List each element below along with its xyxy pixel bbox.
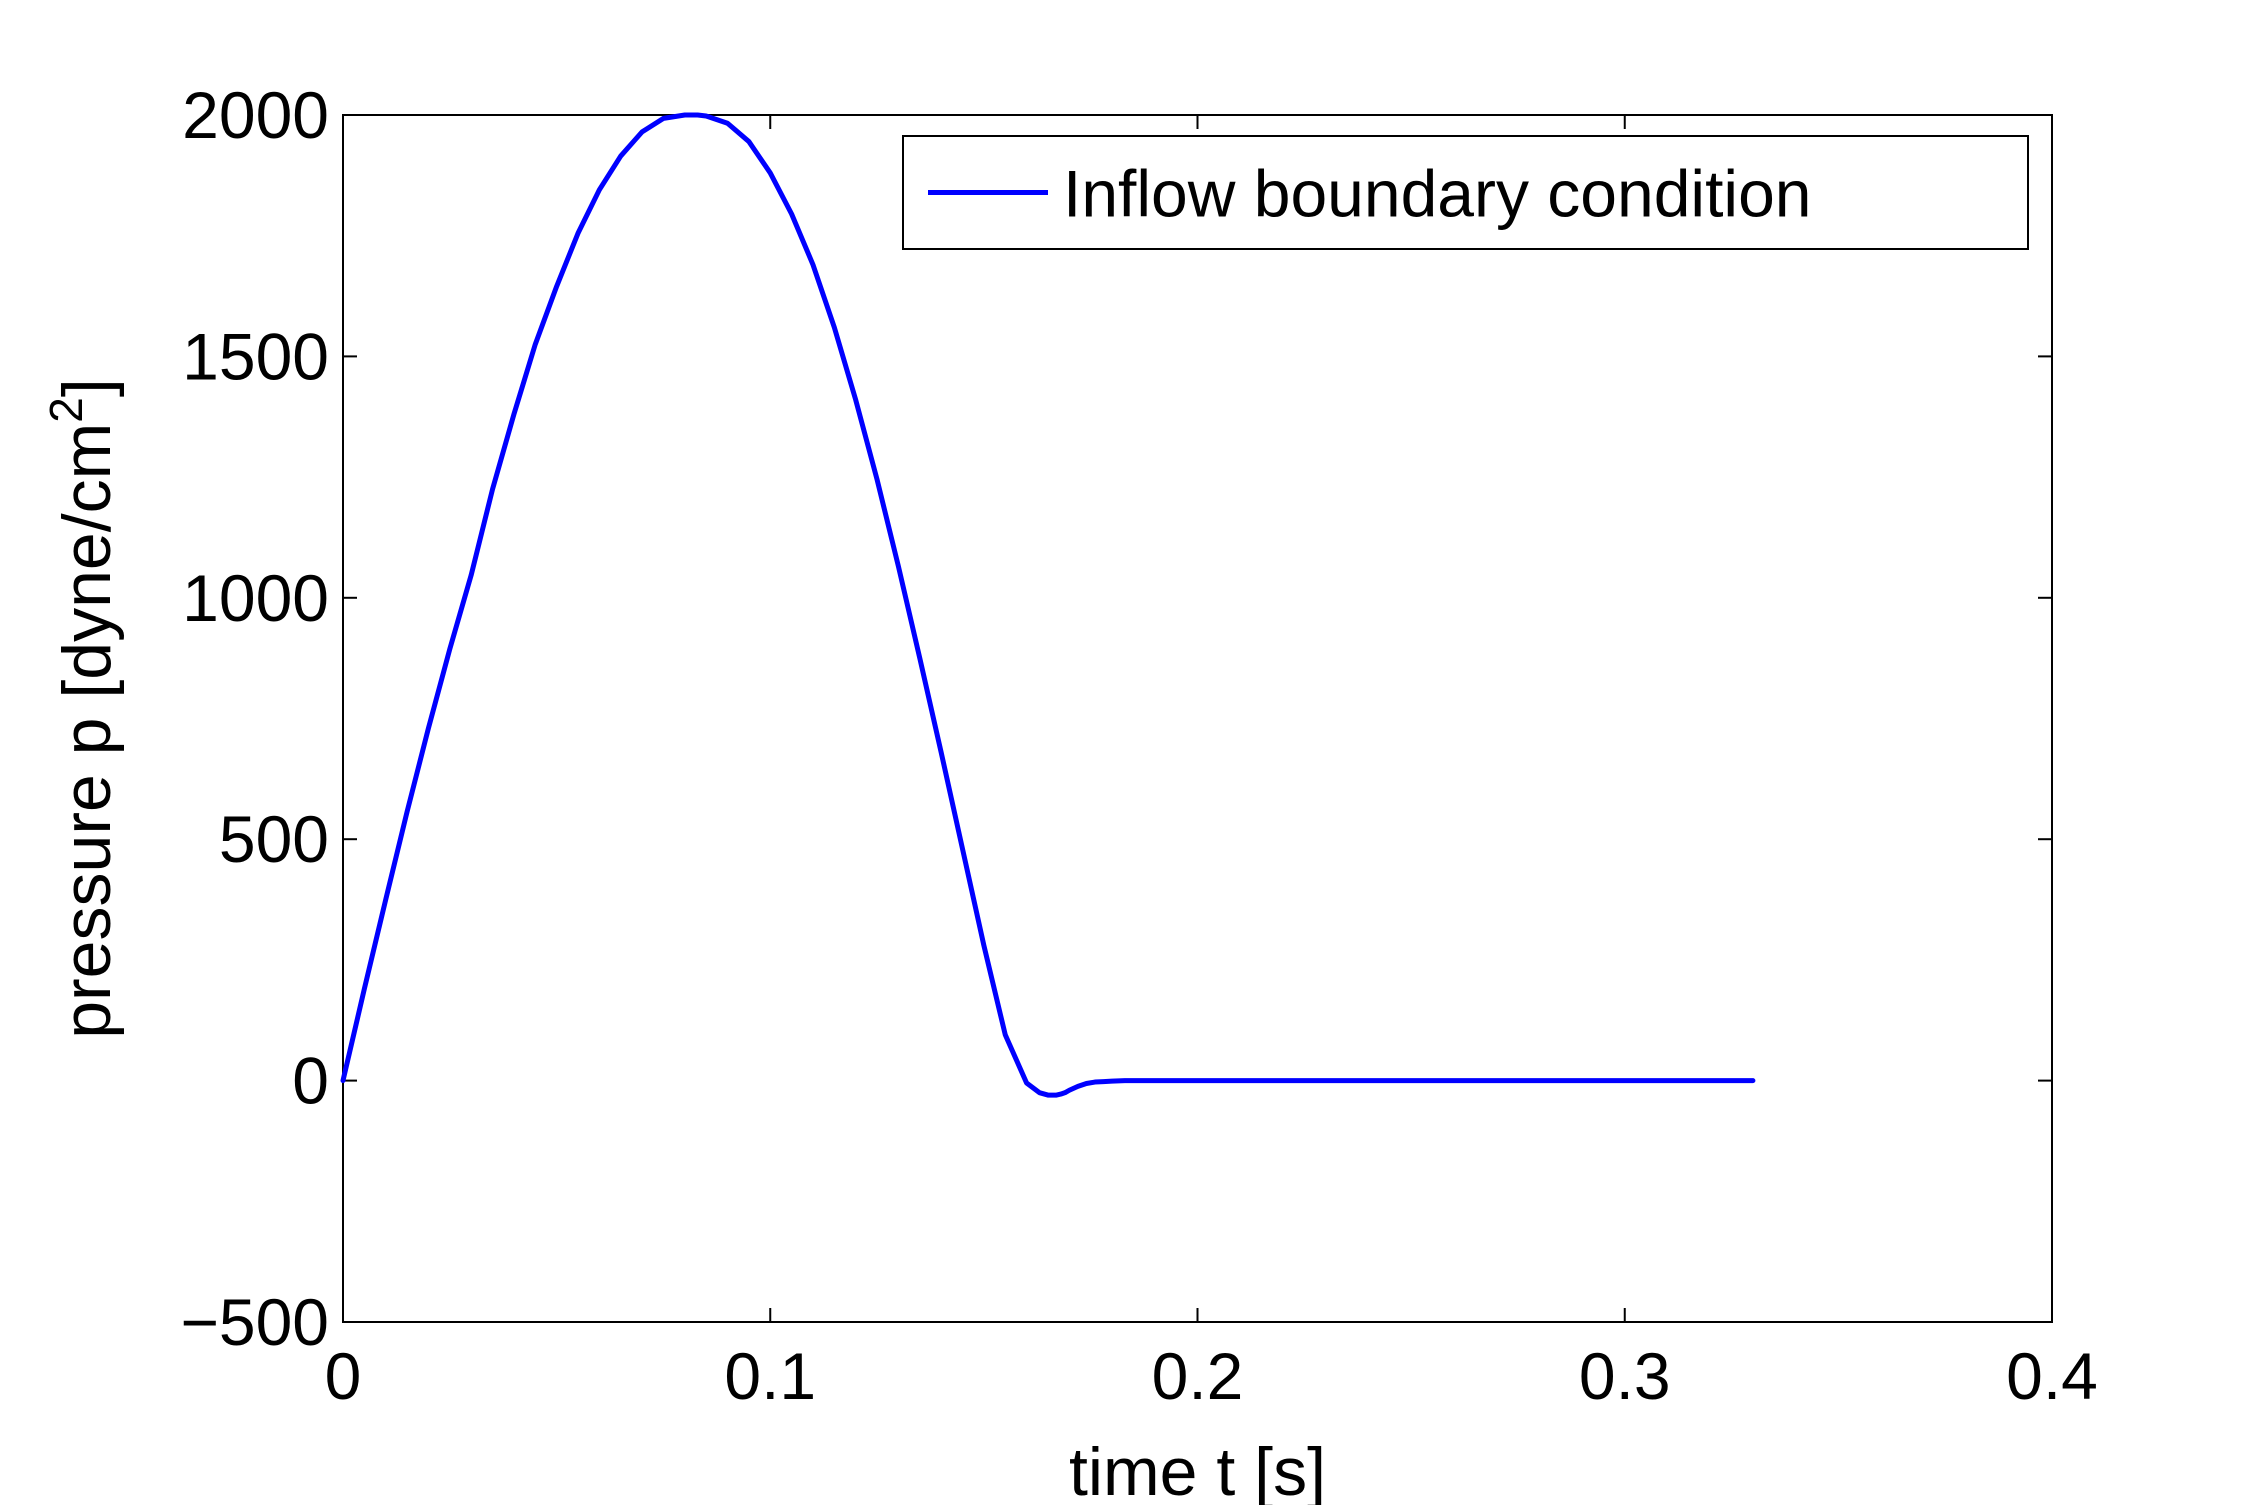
y-tick-label: 500	[219, 802, 329, 876]
y-tick-label: 0	[292, 1044, 329, 1118]
legend: Inflow boundary condition	[902, 135, 2029, 250]
y-axis-label-close: ]	[49, 378, 125, 397]
x-tick-label: 0.4	[2006, 1339, 2098, 1413]
y-axis-label-superscript: 2	[40, 397, 92, 423]
x-tick-label: 0.1	[724, 1339, 816, 1413]
y-axis-label: pressure p [dyne/cm2]	[40, 378, 125, 1039]
legend-box	[902, 135, 2029, 250]
axis-ticks	[342, 114, 2053, 1323]
x-tick-label: 0	[325, 1339, 362, 1413]
plot-area	[342, 114, 2053, 1323]
x-tick-label: 0.3	[1579, 1339, 1671, 1413]
legend-entry-label: Inflow boundary condition	[1063, 157, 1812, 231]
y-axis-label-main: pressure p [dyne/cm	[49, 423, 125, 1039]
x-tick-label: 0.2	[1152, 1339, 1244, 1413]
series-layer	[340, 112, 1756, 1098]
axes-frame	[342, 114, 2053, 1323]
y-tick-label: 2000	[182, 78, 329, 152]
x-axis-label: time t [s]	[1069, 1434, 1326, 1505]
series-line-0	[340, 112, 1756, 1098]
y-tick-label: 1000	[182, 561, 329, 635]
y-tick-label: −500	[180, 1285, 329, 1359]
y-tick-label: 1500	[182, 319, 329, 393]
